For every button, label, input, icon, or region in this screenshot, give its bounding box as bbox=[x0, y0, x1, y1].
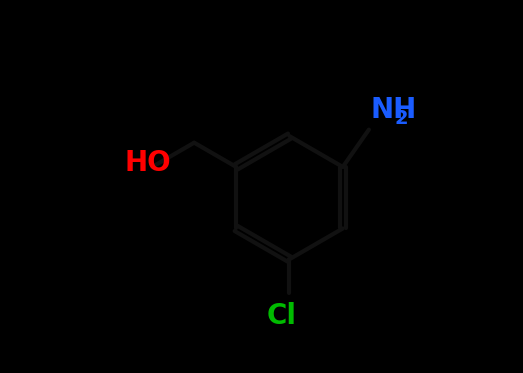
Text: HO: HO bbox=[124, 149, 171, 177]
Text: 2: 2 bbox=[394, 109, 408, 128]
Text: Cl: Cl bbox=[267, 302, 297, 330]
Text: NH: NH bbox=[371, 96, 417, 124]
